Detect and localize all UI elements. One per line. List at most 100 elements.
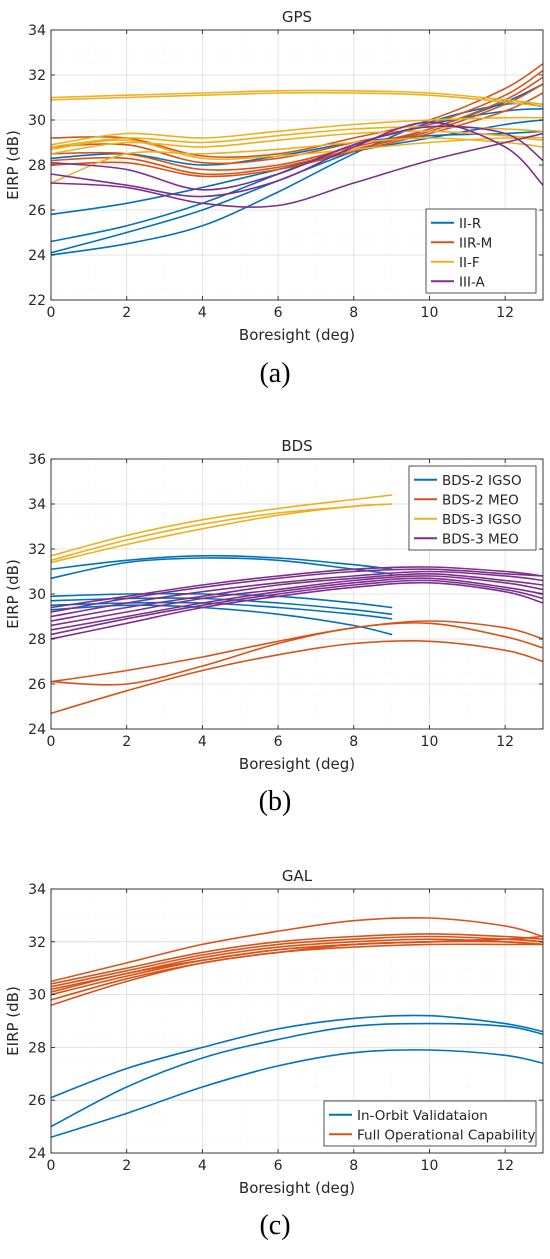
series-line-bds-3-igso-3 xyxy=(51,503,393,564)
x-tick-label: 6 xyxy=(274,305,283,321)
y-tick-label: 34 xyxy=(28,23,46,39)
series-line-bds-3-meo-8 xyxy=(51,566,543,609)
x-tick-label: 12 xyxy=(496,305,514,321)
x-tick-label: 0 xyxy=(47,734,56,750)
x-tick-label: 8 xyxy=(349,305,358,321)
x-axis-label: Boresight (deg) xyxy=(239,1179,355,1197)
chart-title: GAL xyxy=(282,867,313,885)
x-tick-label: 2 xyxy=(122,734,131,750)
y-tick-label: 32 xyxy=(28,935,46,951)
series-line-full-operational-capability-8 xyxy=(51,935,543,1006)
series-line-bds-2-igso-6 xyxy=(51,604,393,636)
series-line-in-orbit-validataion-2 xyxy=(51,1022,543,1128)
legend-label: II-F xyxy=(459,255,480,271)
x-tick-label: 8 xyxy=(349,1158,358,1174)
y-tick-label: 28 xyxy=(28,158,46,174)
y-tick-label: 24 xyxy=(28,248,46,264)
x-tick-label: 2 xyxy=(122,1158,131,1174)
x-tick-label: 10 xyxy=(421,305,439,321)
series-line-ii-f-2 xyxy=(51,91,543,108)
series-line-iii-a-2 xyxy=(51,125,543,191)
legend-label: In-Orbit Validataion xyxy=(357,1108,488,1124)
legend: BDS-2 IGSO BDS-2 MEO BDS-3 IGSO BDS-3 MEO xyxy=(408,465,537,551)
legend-label: II-R xyxy=(459,216,481,232)
axes-frame xyxy=(50,888,544,1154)
x-tick-label: 2 xyxy=(122,305,131,321)
series-line-iir-m-5 xyxy=(51,92,543,178)
bds-chart-panel: 0 2 4 6 8 10 12 24 26 28 30 32 34 36 BDS Boresight (deg… xyxy=(0,420,550,838)
x-tick-label: 4 xyxy=(198,734,207,750)
series-layer xyxy=(51,916,543,1138)
series-layer xyxy=(51,494,543,715)
x-tick-label: 12 xyxy=(496,734,514,750)
legend-label: BDS-3 MEO xyxy=(442,531,519,547)
series-line-in-orbit-validataion-1 xyxy=(51,1014,543,1099)
y-axis-label: EIRP (dB) xyxy=(4,559,22,629)
series-line-iir-m-3 xyxy=(51,76,543,171)
y-tick-label: 34 xyxy=(28,497,46,513)
series-line-bds-2-meo-3 xyxy=(51,640,543,715)
legend-label: BDS-2 MEO xyxy=(442,492,519,508)
x-tick-label: 12 xyxy=(496,1158,514,1174)
series-line-ii-f-1 xyxy=(51,89,543,106)
legend-label: BDS-3 IGSO xyxy=(442,512,522,528)
series-line-full-operational-capability-2 xyxy=(51,933,543,985)
x-tick-label: 0 xyxy=(47,305,56,321)
x-tick-label: 4 xyxy=(198,305,207,321)
x-tick-label: 10 xyxy=(421,734,439,750)
series-line-in-orbit-validataion-3 xyxy=(51,1049,543,1138)
x-tick-label: 0 xyxy=(47,1158,56,1174)
gps-panel-caption: (a) xyxy=(259,358,291,389)
series-line-bds-2-igso-5 xyxy=(51,601,393,620)
x-tick-label: 10 xyxy=(421,1158,439,1174)
y-tick-label: 24 xyxy=(28,1146,46,1162)
y-tick-label: 28 xyxy=(28,632,46,648)
y-tick-label: 28 xyxy=(28,1040,46,1056)
y-tick-label: 34 xyxy=(28,882,46,898)
series-line-bds-2-meo-2 xyxy=(51,622,543,686)
legend-label: BDS-2 IGSO xyxy=(442,473,522,489)
series-line-bds-2-igso-1 xyxy=(51,554,393,570)
y-tick-label: 32 xyxy=(28,542,46,558)
series-line-bds-3-meo-4 xyxy=(51,575,543,627)
series-line-bds-3-meo-2 xyxy=(51,570,543,618)
y-tick-label: 32 xyxy=(28,68,46,84)
y-tick-label: 36 xyxy=(28,452,46,468)
y-tick-label: 22 xyxy=(28,293,46,309)
x-tick-label: 4 xyxy=(198,1158,207,1174)
legend-label: Full Operational Capability xyxy=(357,1127,536,1143)
y-tick-label: 24 xyxy=(28,722,46,738)
series-line-full-operational-capability-1 xyxy=(51,916,543,983)
chart-title: GPS xyxy=(282,8,312,26)
series-line-bds-3-meo-6 xyxy=(51,579,543,636)
series-line-bds-3-meo-5 xyxy=(51,577,543,631)
series-line-bds-3-meo-3 xyxy=(51,572,543,622)
x-axis-label: Boresight (deg) xyxy=(239,326,355,344)
x-tick-label: 6 xyxy=(274,734,283,750)
series-line-ii-f-5 xyxy=(51,137,543,161)
chart-title: BDS xyxy=(281,437,312,455)
y-axis-label: EIRP (dB) xyxy=(4,986,22,1056)
legend: In-Orbit Validataion Full Operational Cap… xyxy=(323,1100,537,1147)
series-line-bds-3-meo-7 xyxy=(51,581,543,640)
x-tick-label: 6 xyxy=(274,1158,283,1174)
y-tick-label: 30 xyxy=(28,587,46,603)
series-line-iir-m-1 xyxy=(51,63,543,159)
x-axis-label: Boresight (deg) xyxy=(239,755,355,773)
y-tick-label: 26 xyxy=(28,677,46,693)
gal-chart-panel: 0 2 4 6 8 10 12 24 26 28 30 32 34 GAL Boresight (deg) E… xyxy=(0,838,550,1259)
series-line-ii-f-3 xyxy=(51,126,543,148)
series-layer xyxy=(51,63,543,256)
series-line-iii-a-3 xyxy=(51,132,543,208)
y-tick-label: 26 xyxy=(28,1093,46,1109)
series-line-iii-a-1 xyxy=(51,121,543,198)
y-tick-label: 30 xyxy=(28,988,46,1004)
legend-box xyxy=(323,1100,537,1147)
series-line-full-operational-capability-7 xyxy=(51,943,543,1001)
series-line-iir-m-4 xyxy=(51,83,543,176)
legend: II-R IIR-M II-F III-A xyxy=(425,208,537,294)
y-tick-label: 26 xyxy=(28,203,46,219)
